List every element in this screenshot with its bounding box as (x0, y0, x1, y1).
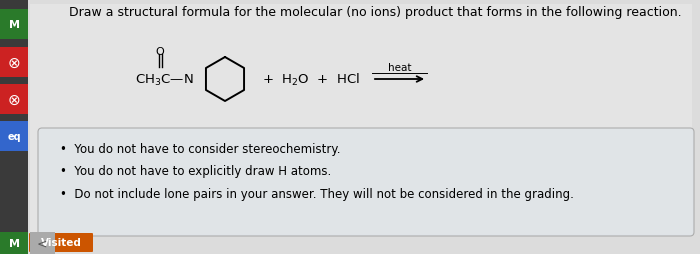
FancyBboxPatch shape (29, 233, 93, 252)
Text: ⊗: ⊗ (8, 55, 20, 70)
Text: O: O (155, 47, 164, 57)
Text: •  Do not include lone pairs in your answer. They will not be considered in the : • Do not include lone pairs in your answ… (60, 188, 574, 201)
Text: eq: eq (7, 132, 21, 141)
FancyBboxPatch shape (0, 48, 28, 78)
Text: Visited: Visited (41, 237, 81, 248)
FancyBboxPatch shape (0, 85, 28, 115)
Text: •  You do not have to explicitly draw H atoms.: • You do not have to explicitly draw H a… (60, 165, 331, 178)
FancyBboxPatch shape (0, 10, 28, 40)
Text: $+$  H$_2$O  $+$  HCl: $+$ H$_2$O $+$ HCl (262, 72, 360, 88)
Text: CH$_3$C—N: CH$_3$C—N (135, 72, 194, 87)
FancyBboxPatch shape (0, 232, 28, 254)
Text: <: < (36, 236, 48, 249)
FancyBboxPatch shape (38, 129, 694, 236)
FancyBboxPatch shape (28, 0, 700, 254)
Text: heat: heat (388, 63, 412, 73)
FancyBboxPatch shape (30, 5, 692, 234)
FancyBboxPatch shape (30, 232, 55, 254)
Text: M: M (8, 238, 20, 248)
FancyBboxPatch shape (0, 0, 28, 254)
FancyBboxPatch shape (0, 121, 28, 151)
Text: ⊗: ⊗ (8, 92, 20, 107)
Text: M: M (8, 20, 20, 30)
Text: •  You do not have to consider stereochemistry.: • You do not have to consider stereochem… (60, 143, 340, 156)
Text: Draw a structural formula for the molecular (no ions) product that forms in the : Draw a structural formula for the molecu… (69, 6, 681, 19)
